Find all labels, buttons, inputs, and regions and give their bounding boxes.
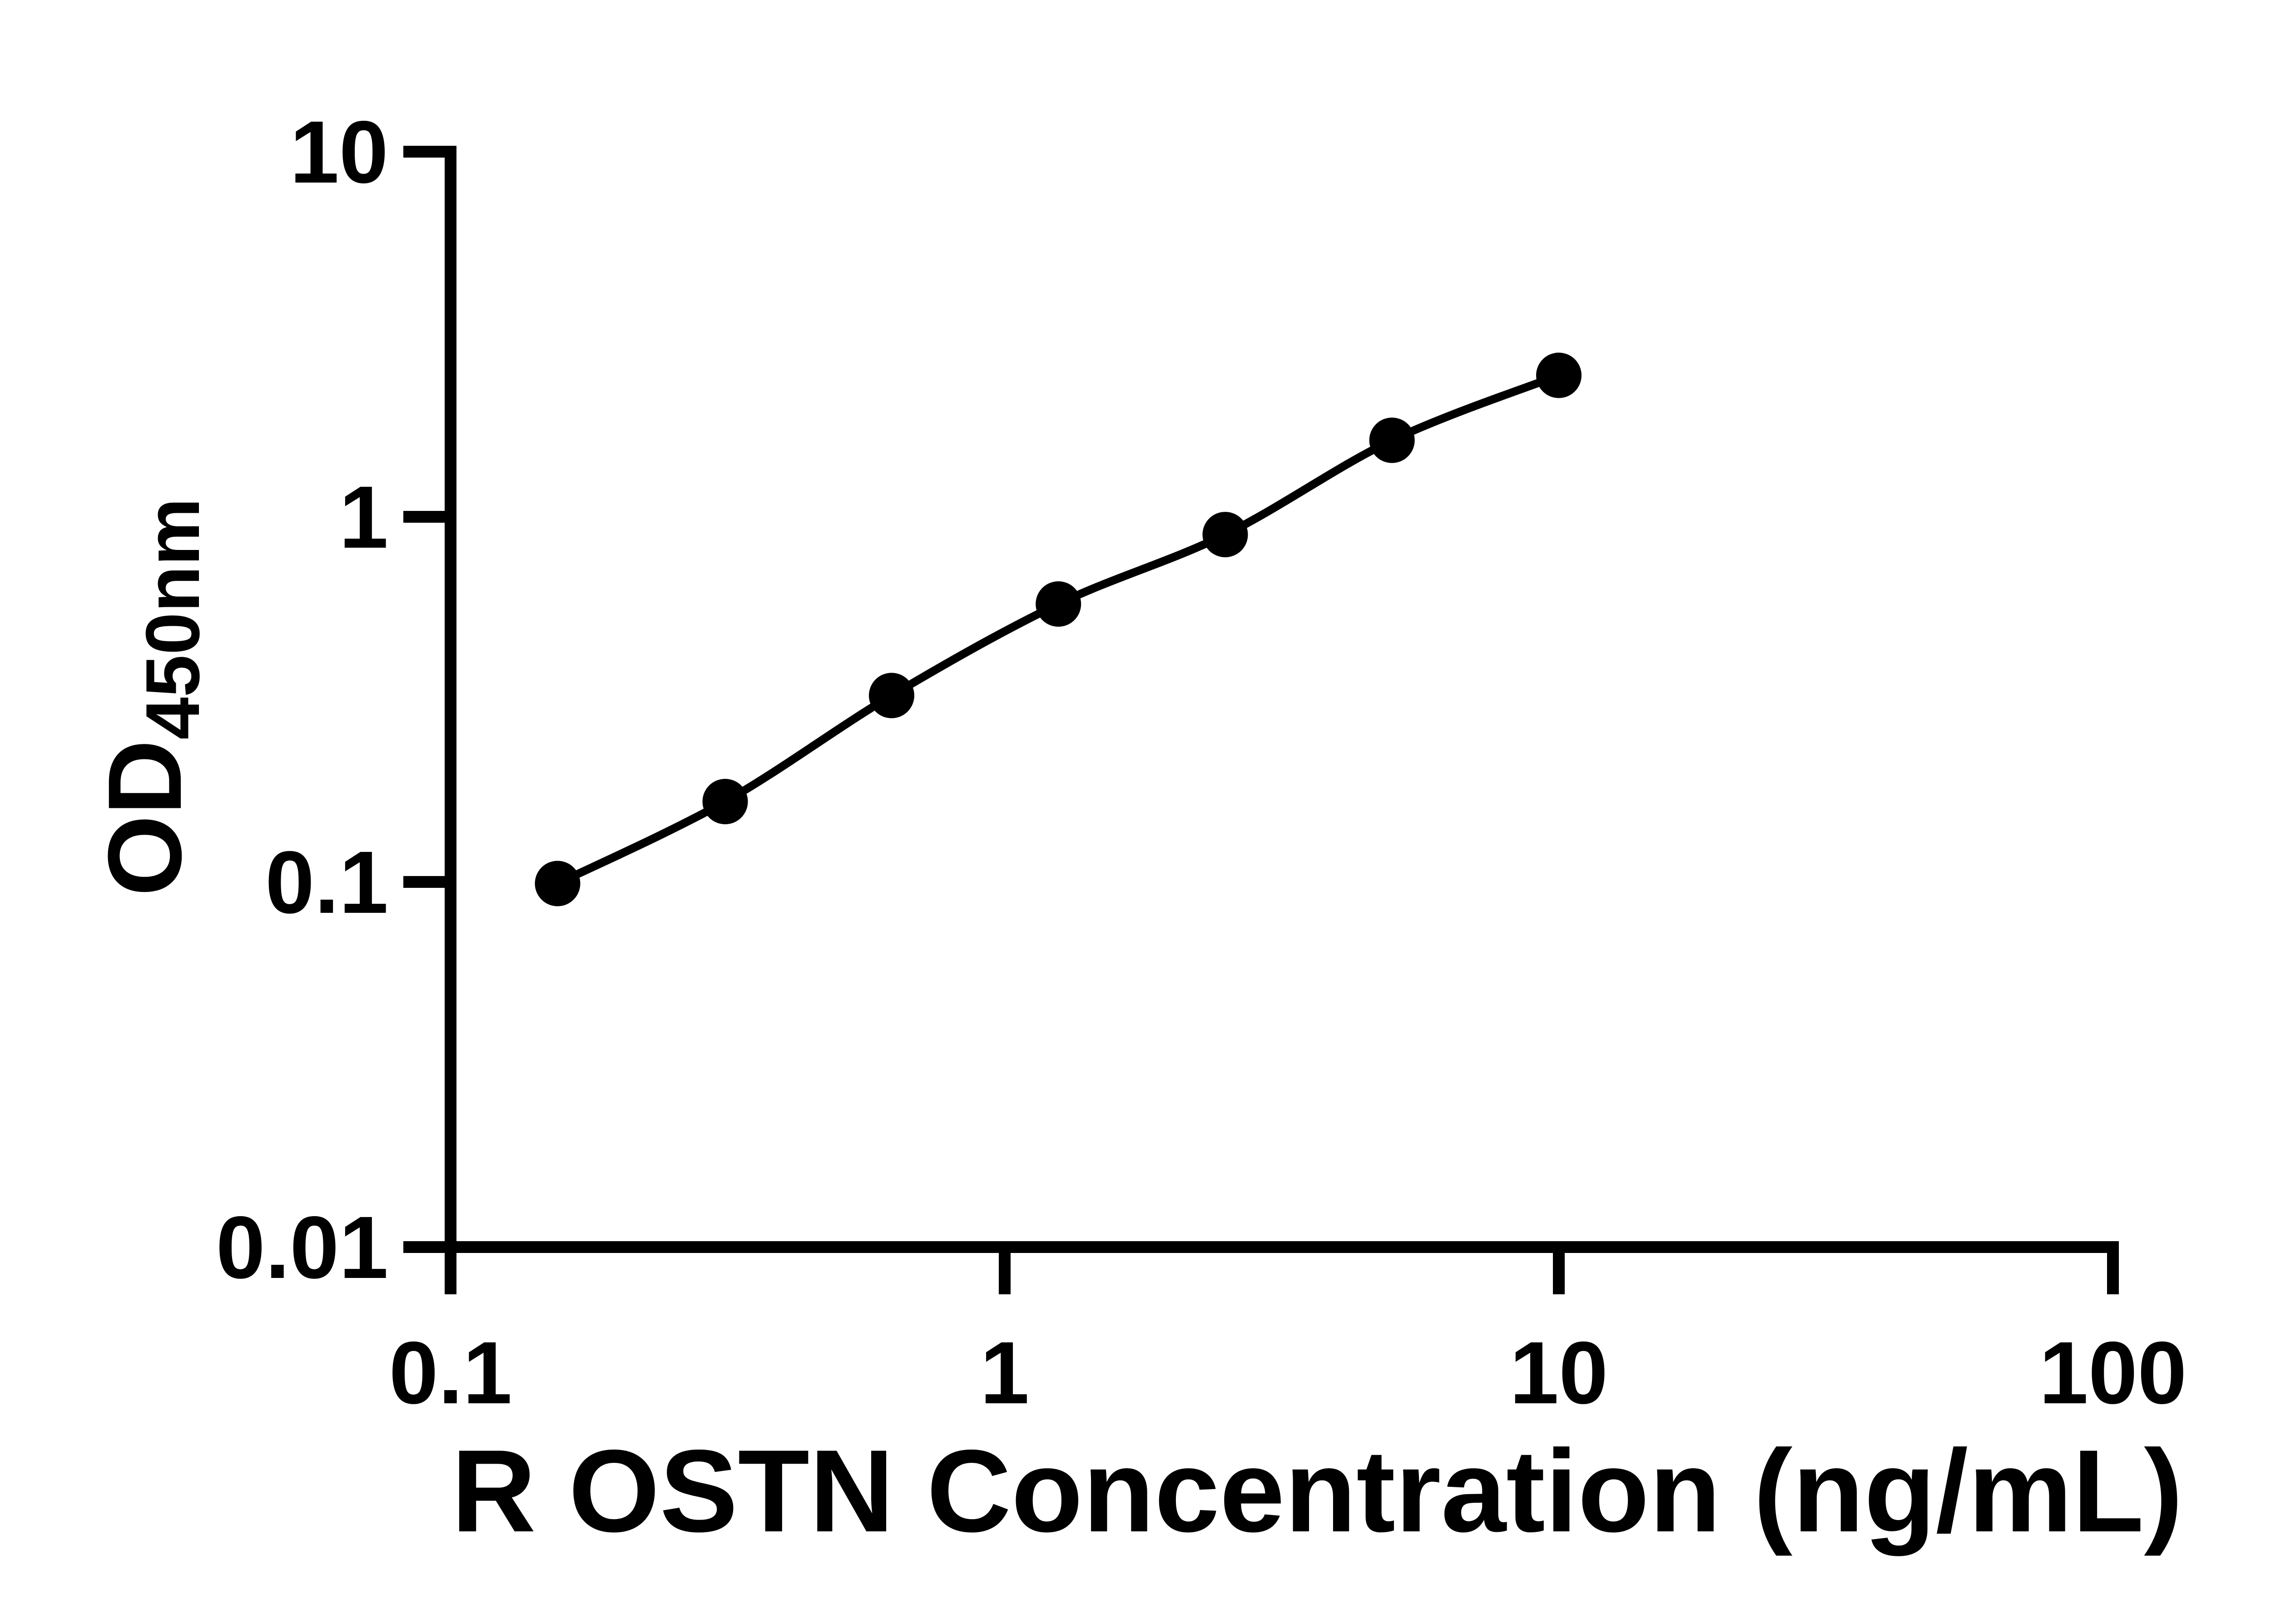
x-axis-title: R OSTN Concentration (ng/mL) [451,1425,2183,1557]
svg-text:OD450nm: OD450nm [86,498,215,896]
data-point [1369,417,1415,463]
data-point [1036,581,1081,627]
data-point [1536,352,1582,398]
y-axis-tick-label: 1 [339,468,388,567]
data-point [1202,512,1248,558]
axes [403,146,2119,1294]
data-point [535,861,580,906]
x-axis-tick-label: 100 [2039,1323,2187,1422]
y-axis-tick-label: 0.1 [265,833,388,932]
data-series [535,352,1582,906]
data-point [702,779,748,824]
x-axis-tick-label: 0.1 [389,1323,512,1422]
x-axis-tick-label: 1 [980,1323,1029,1422]
y-axis-tick-label: 10 [290,103,388,202]
y-axis-title-sub: 450nm [130,498,215,739]
x-axis-tick-label: 10 [1510,1323,1608,1422]
data-point [869,673,914,718]
y-axis-tick-label: 0.01 [216,1198,388,1297]
y-axis-title: OD450nm [86,498,215,896]
y-axis-title-main: OD [86,740,203,896]
